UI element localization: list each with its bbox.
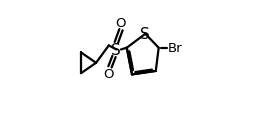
Text: O: O	[116, 17, 126, 30]
Text: O: O	[103, 68, 114, 81]
Text: Br: Br	[168, 42, 183, 55]
Text: S: S	[111, 43, 121, 58]
Text: S: S	[140, 27, 150, 42]
